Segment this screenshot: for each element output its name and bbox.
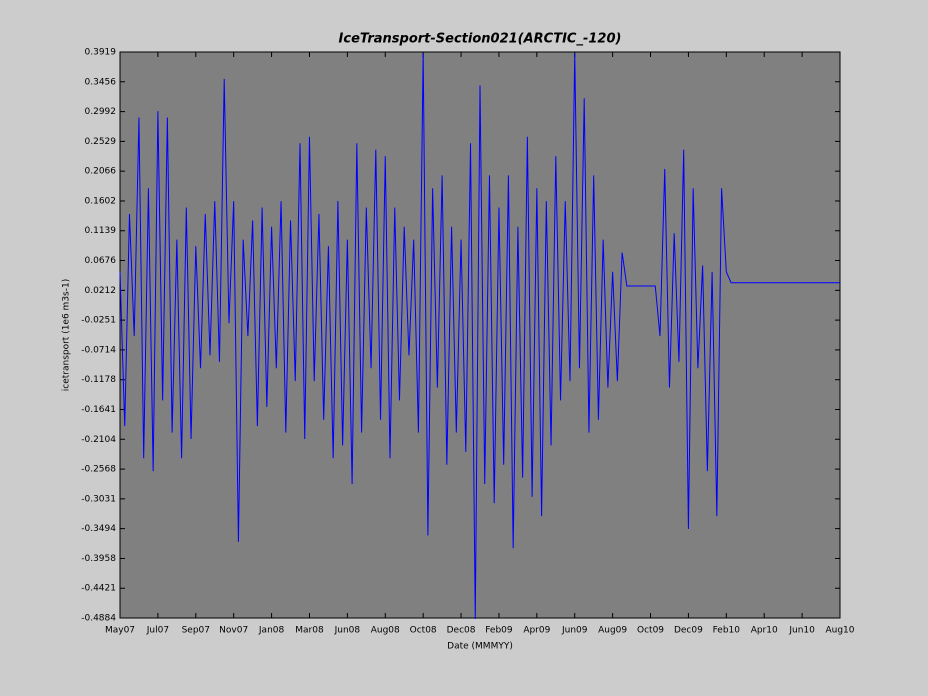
x-tick-label: Aug08	[371, 626, 400, 636]
y-axis-label: icetransport (1e6 m3s-1)	[62, 279, 72, 391]
y-tick-label: -0.3958	[81, 554, 116, 564]
y-tick-label: -0.0714	[81, 345, 116, 355]
y-tick-label: -0.0251	[81, 316, 116, 326]
y-tick-label: 0.0212	[85, 286, 117, 296]
x-tick-label: Jun08	[334, 626, 361, 636]
y-tick-label: 0.2992	[85, 107, 117, 117]
x-axis-label: Date (MMMYY)	[447, 642, 513, 652]
x-tick-label: Apr10	[751, 626, 778, 636]
x-tick-label: Oct09	[637, 626, 664, 636]
x-tick-label: Jun09	[561, 626, 588, 636]
x-tick-label: Sep07	[182, 626, 210, 636]
y-tick-label: -0.4884	[81, 614, 116, 624]
y-tick-label: 0.3919	[85, 48, 117, 58]
x-tick-label: Aug10	[825, 626, 854, 636]
y-tick-label: 0.1139	[85, 226, 117, 236]
y-tick-label: 0.1602	[85, 196, 117, 206]
x-tick-label: Dec09	[674, 626, 703, 636]
x-tick-label: Feb10	[713, 626, 741, 636]
y-tick-label: 0.3456	[85, 77, 117, 87]
y-tick-label: -0.1641	[81, 405, 116, 415]
x-tick-label: Feb09	[485, 626, 513, 636]
chart-title: IceTransport-Section021(ARCTIC_-120)	[339, 32, 622, 47]
x-tick-label: May07	[105, 626, 135, 636]
y-tick-label: -0.1178	[81, 375, 116, 385]
x-tick-label: Jan08	[258, 626, 285, 636]
y-tick-label: 0.0676	[85, 256, 117, 266]
y-tick-label: 0.2529	[85, 137, 117, 147]
x-tick-label: Apr09	[523, 626, 550, 636]
x-tick-label: Oct08	[410, 626, 437, 636]
x-tick-label: Nov07	[219, 626, 248, 636]
series-line	[119, 53, 840, 620]
x-tick-label: Aug09	[598, 626, 627, 636]
x-tick-label: Dec08	[447, 626, 476, 636]
x-tick-label: Mar08	[295, 626, 324, 636]
y-tick-label: -0.4421	[81, 584, 116, 594]
y-tick-label: -0.2104	[81, 435, 116, 445]
y-tick-label: 0.2066	[85, 167, 117, 177]
y-tick-label: -0.3031	[81, 494, 116, 504]
y-tick-label: -0.3494	[81, 524, 116, 534]
plot-area	[119, 51, 841, 619]
x-tick-label: Jun10	[788, 626, 815, 636]
y-tick-label: -0.2568	[81, 465, 116, 475]
x-tick-label: Jul07	[146, 626, 169, 636]
